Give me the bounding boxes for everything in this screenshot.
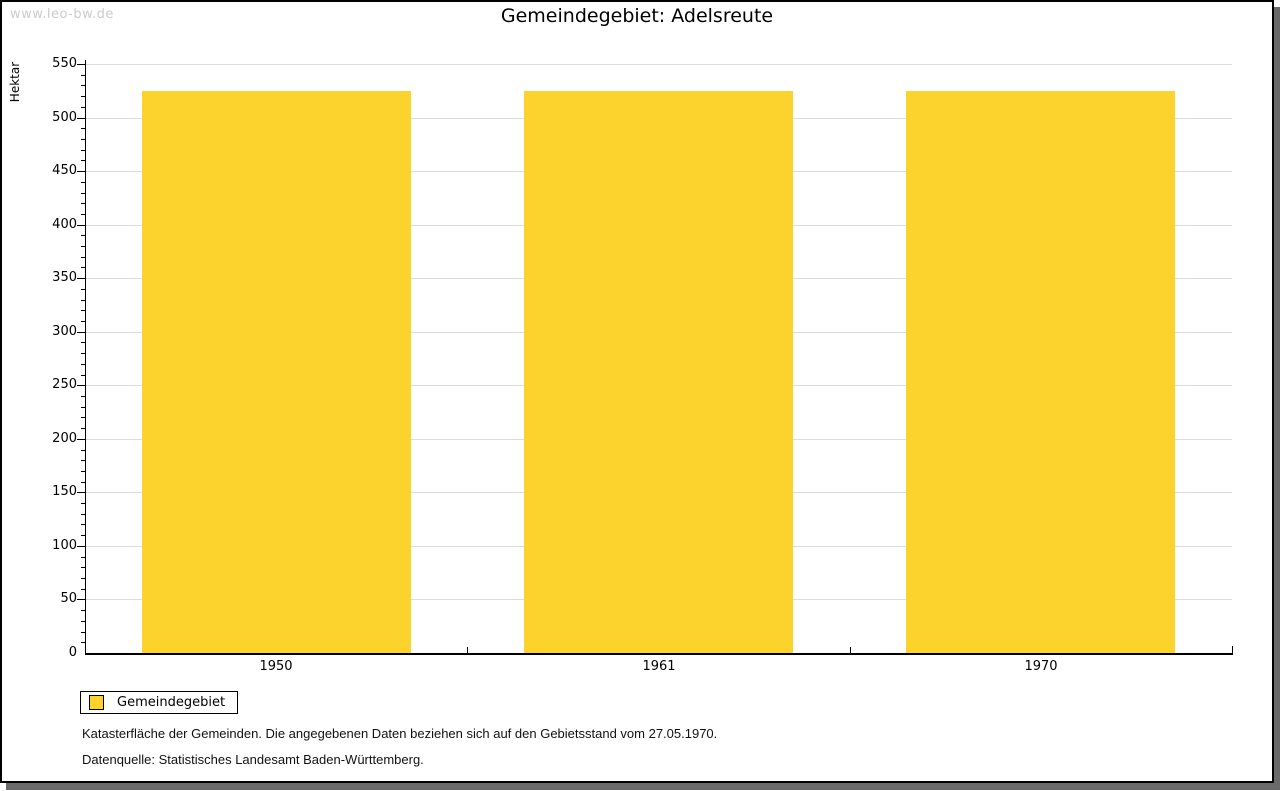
y-tick-label: 150 bbox=[52, 484, 77, 499]
y-major-tick bbox=[77, 225, 85, 226]
legend: Gemeindegebiet bbox=[80, 691, 239, 714]
y-minor-tick bbox=[81, 321, 85, 322]
y-tick-label: 550 bbox=[52, 56, 77, 71]
y-minor-tick bbox=[81, 364, 85, 365]
x-axis-end-tick bbox=[1232, 646, 1233, 653]
y-minor-tick bbox=[81, 182, 85, 183]
y-tick-label: 450 bbox=[52, 163, 77, 178]
y-minor-tick bbox=[81, 310, 85, 311]
y-minor-tick bbox=[81, 524, 85, 525]
y-minor-tick bbox=[81, 610, 85, 611]
y-minor-tick bbox=[81, 460, 85, 461]
y-minor-tick bbox=[81, 642, 85, 643]
y-minor-tick bbox=[81, 450, 85, 451]
y-minor-tick bbox=[81, 535, 85, 536]
y-axis bbox=[85, 60, 86, 653]
y-minor-tick bbox=[81, 246, 85, 247]
y-major-tick bbox=[77, 64, 85, 65]
chart-title: Gemeindegebiet: Adelsreute bbox=[500, 5, 774, 27]
y-minor-tick bbox=[81, 289, 85, 290]
y-major-tick bbox=[77, 599, 85, 600]
x-tick-label: 1970 bbox=[1024, 659, 1058, 674]
legend-label: Gemeindegebiet bbox=[117, 695, 226, 710]
y-minor-tick bbox=[81, 396, 85, 397]
y-tick-label: 50 bbox=[60, 591, 77, 606]
y-major-tick bbox=[77, 118, 85, 119]
y-minor-tick bbox=[81, 503, 85, 504]
footnote-source-note: Katasterfläche der Gemeinden. Die angege… bbox=[82, 726, 718, 741]
y-minor-tick bbox=[81, 128, 85, 129]
y-axis-title: Hektar bbox=[8, 61, 22, 103]
y-tick-label: 300 bbox=[52, 324, 77, 339]
y-major-tick bbox=[77, 332, 85, 333]
y-tick-label: 350 bbox=[52, 270, 77, 285]
y-minor-tick bbox=[81, 407, 85, 408]
y-tick-label: 100 bbox=[52, 538, 77, 553]
y-minor-tick bbox=[81, 589, 85, 590]
y-minor-tick bbox=[81, 353, 85, 354]
y-major-tick bbox=[77, 385, 85, 386]
y-tick-label: 500 bbox=[52, 110, 77, 125]
gridline bbox=[86, 64, 1232, 65]
y-minor-tick bbox=[81, 257, 85, 258]
y-minor-tick bbox=[81, 139, 85, 140]
y-minor-tick bbox=[81, 375, 85, 376]
y-minor-tick bbox=[81, 300, 85, 301]
y-major-tick bbox=[77, 439, 85, 440]
y-minor-tick bbox=[81, 85, 85, 86]
x-axis bbox=[85, 653, 1233, 655]
y-minor-tick bbox=[81, 471, 85, 472]
bar-1961 bbox=[524, 91, 793, 653]
y-tick-label: 400 bbox=[52, 217, 77, 232]
y-minor-tick bbox=[81, 203, 85, 204]
footnote-data-source: Datenquelle: Statistisches Landesamt Bad… bbox=[82, 752, 424, 767]
bar-1970 bbox=[906, 91, 1175, 653]
y-major-tick bbox=[77, 546, 85, 547]
y-minor-tick bbox=[81, 482, 85, 483]
y-major-tick bbox=[77, 171, 85, 172]
y-minor-tick bbox=[81, 578, 85, 579]
y-minor-tick bbox=[81, 428, 85, 429]
y-major-tick bbox=[77, 492, 85, 493]
y-minor-tick bbox=[81, 567, 85, 568]
y-major-tick bbox=[77, 278, 85, 279]
y-tick-label: 200 bbox=[52, 431, 77, 446]
y-minor-tick bbox=[81, 267, 85, 268]
category-boundary-tick bbox=[850, 647, 851, 653]
y-tick-label: 0 bbox=[68, 645, 77, 660]
y-minor-tick bbox=[81, 235, 85, 236]
y-minor-tick bbox=[81, 621, 85, 622]
y-minor-tick bbox=[81, 342, 85, 343]
y-minor-tick bbox=[81, 632, 85, 633]
x-tick-label: 1961 bbox=[642, 659, 676, 674]
y-minor-tick bbox=[81, 417, 85, 418]
bar-1950 bbox=[142, 91, 411, 653]
watermark: www.leo-bw.de bbox=[10, 7, 114, 22]
y-minor-tick bbox=[81, 557, 85, 558]
legend-swatch bbox=[89, 695, 104, 710]
category-boundary-tick bbox=[467, 647, 468, 653]
y-minor-tick bbox=[81, 150, 85, 151]
y-minor-tick bbox=[81, 107, 85, 108]
y-minor-tick bbox=[81, 514, 85, 515]
y-minor-tick bbox=[81, 75, 85, 76]
x-tick-label: 1950 bbox=[259, 659, 293, 674]
y-minor-tick bbox=[81, 193, 85, 194]
y-minor-tick bbox=[81, 160, 85, 161]
y-minor-tick bbox=[81, 96, 85, 97]
y-minor-tick bbox=[81, 214, 85, 215]
y-tick-label: 250 bbox=[52, 377, 77, 392]
